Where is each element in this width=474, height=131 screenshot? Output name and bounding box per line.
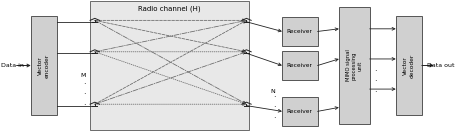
Text: .
.
.: . . . (83, 77, 86, 107)
Text: Data in: Data in (1, 63, 24, 68)
Text: Vector
decoder: Vector decoder (403, 53, 414, 78)
Bar (396, 16, 422, 115)
Bar (31, 16, 57, 115)
Text: Radio channel (H): Radio channel (H) (138, 5, 201, 12)
Text: .
.
.: . . . (273, 90, 275, 120)
Text: Data out: Data out (427, 63, 454, 68)
Text: Receiver: Receiver (287, 29, 313, 34)
Text: N: N (270, 89, 275, 94)
Text: Vector
encoder: Vector encoder (38, 53, 49, 78)
Text: Receiver: Receiver (287, 109, 313, 114)
Text: MIMO signal
processing
unit: MIMO signal processing unit (346, 50, 363, 81)
Bar (339, 7, 370, 124)
Bar (282, 97, 318, 126)
Text: .
.
.: . . . (374, 64, 377, 94)
Text: Receiver: Receiver (287, 63, 313, 68)
Bar (282, 17, 318, 46)
Text: M: M (80, 73, 86, 78)
Bar (90, 1, 249, 130)
Bar (282, 51, 318, 80)
